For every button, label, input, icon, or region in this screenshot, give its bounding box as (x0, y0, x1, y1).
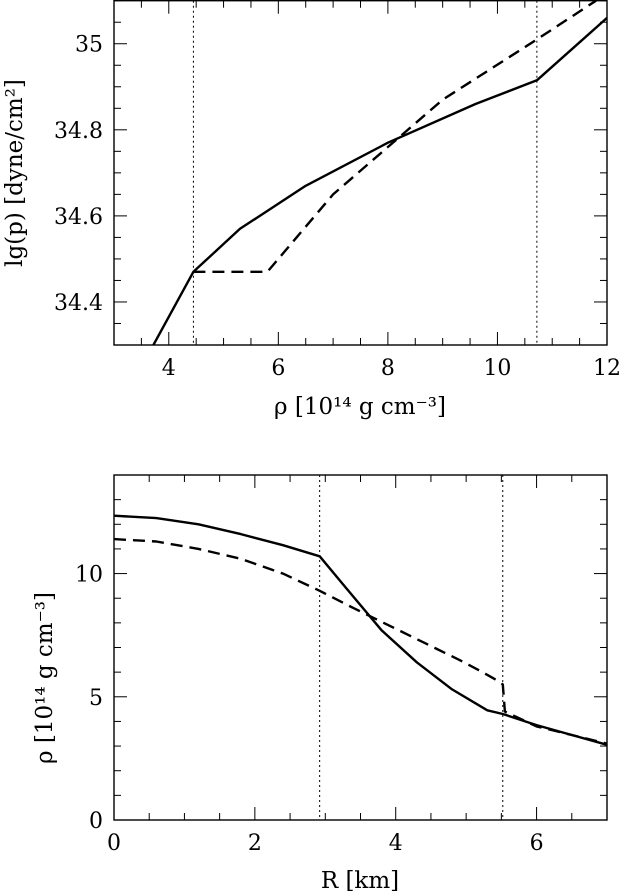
series-dashed-line (114, 537, 607, 745)
x-tick-label: 6 (530, 831, 544, 856)
plot-frame (113, 474, 608, 821)
vertical-marker-lines (192, 0, 538, 345)
y-tick-labels: 34.4 34.6 34.8 35 (54, 33, 103, 316)
x-tick-labels: 4 6 8 10 12 (162, 356, 621, 381)
tick-marks (113, 0, 608, 346)
x-tick-label: 8 (381, 356, 395, 381)
series-solid-line (152, 17, 607, 345)
tick-marks (113, 474, 608, 821)
x-tick-label: 4 (162, 356, 176, 381)
x-tick-label: 6 (271, 356, 285, 381)
x-axis-label: R [km] (321, 868, 399, 894)
series-lines (114, 514, 607, 746)
y-tick-label: 34.4 (54, 291, 103, 316)
y-axis-label: ρ [10¹⁴ g cm⁻³] (32, 592, 58, 764)
series-dashed-line (193, 0, 597, 273)
x-tick-label: 2 (248, 831, 262, 856)
x-tick-label: 10 (483, 356, 511, 381)
chart-density-vs-radius: 0 2 4 6 0 5 10 R [km] ρ [10¹⁴ g cm⁻³] (32, 474, 608, 894)
y-axis-label: lg(p) [dyne/cm²] (2, 79, 28, 267)
y-tick-labels: 0 5 10 (75, 563, 103, 834)
y-tick-label: 34.8 (54, 119, 103, 144)
x-tick-label: 12 (593, 356, 621, 381)
x-tick-labels: 0 2 4 6 (107, 831, 544, 856)
x-axis-label: ρ [10¹⁴ g cm⁻³] (274, 394, 446, 420)
x-tick-label: 0 (107, 831, 121, 856)
chart-pressure-vs-density: 4 6 8 10 12 34.4 34.6 34.8 35 ρ [10¹⁴ g cm⁻³] l… (2, 0, 621, 420)
y-tick-label: 0 (89, 809, 103, 834)
y-tick-label: 10 (75, 563, 103, 588)
series-solid-line (114, 514, 607, 746)
series-lines (152, 0, 607, 345)
x-tick-label: 4 (389, 831, 403, 856)
y-tick-label: 5 (89, 686, 103, 711)
y-tick-label: 35 (75, 33, 103, 58)
vertical-marker-lines (319, 475, 504, 820)
y-tick-label: 34.6 (54, 205, 103, 230)
plot-frame (113, 0, 608, 346)
